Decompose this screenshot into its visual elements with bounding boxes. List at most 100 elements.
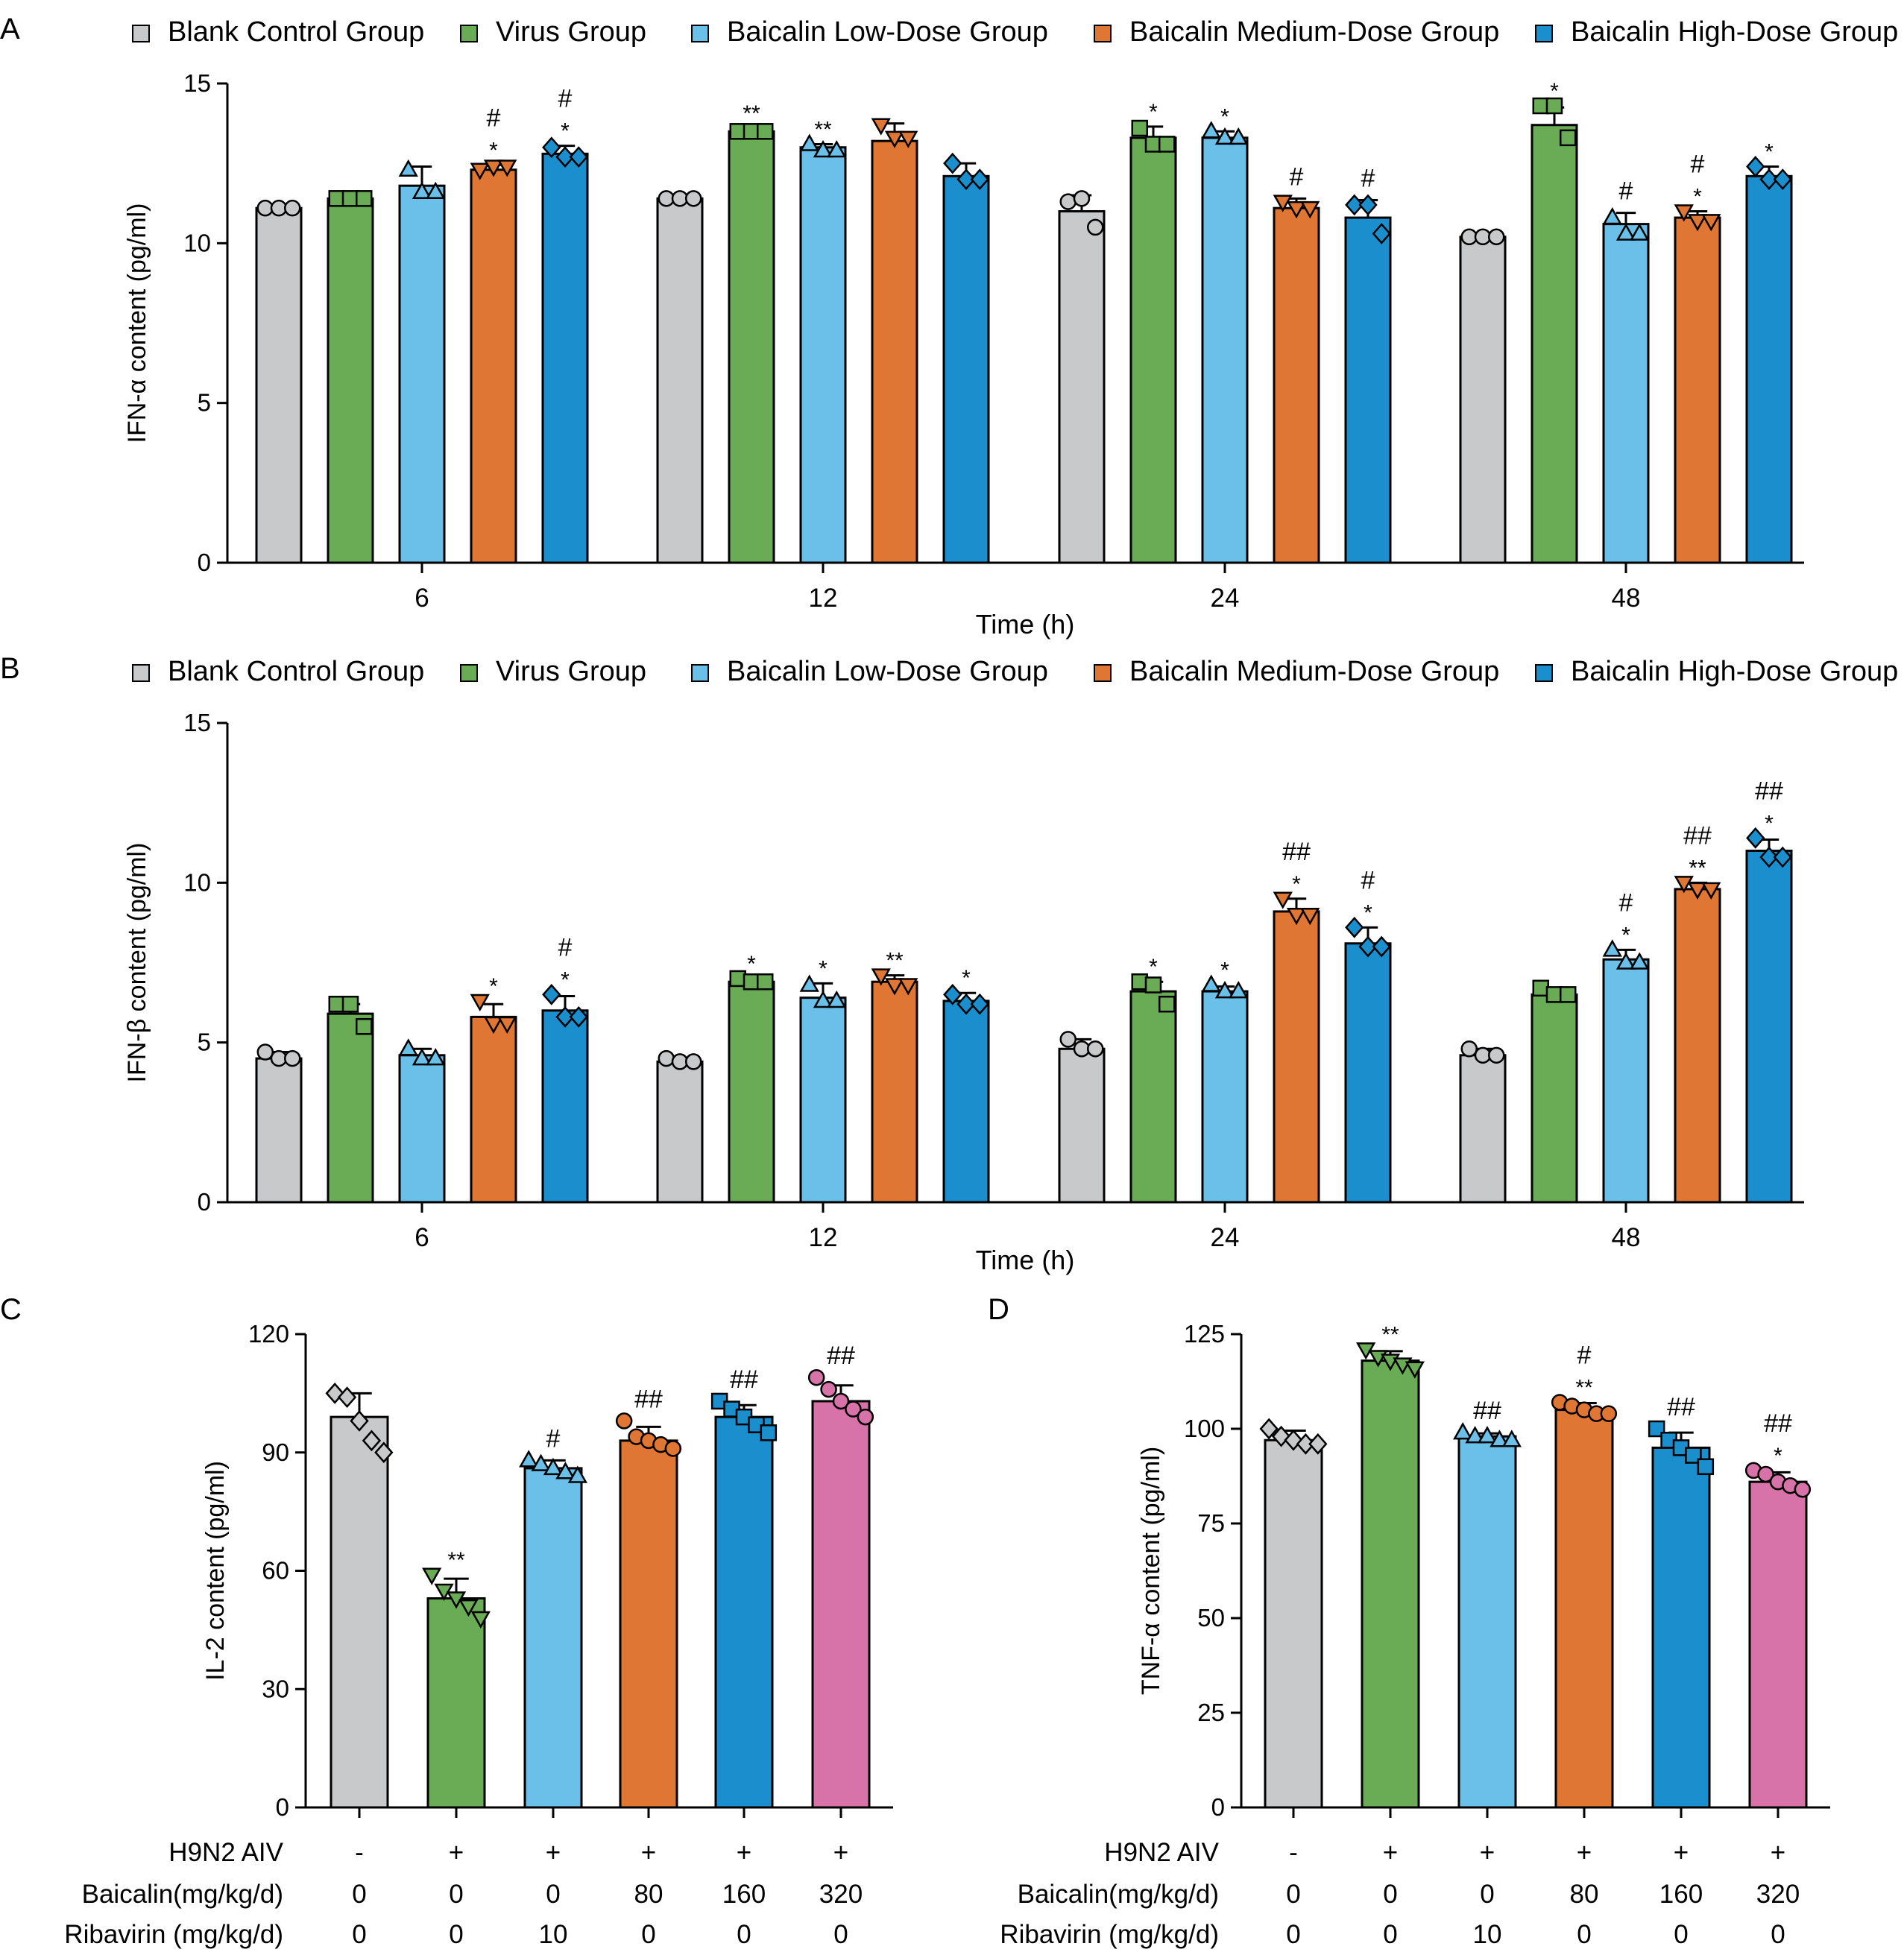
data-point-square bbox=[1559, 129, 1577, 147]
data-point-square bbox=[355, 190, 373, 207]
condition-value: + bbox=[546, 1838, 561, 1867]
data-point-square bbox=[355, 1017, 373, 1035]
condition-value: + bbox=[449, 1838, 464, 1867]
data-point-triangle bbox=[1490, 1430, 1510, 1447]
bar bbox=[1264, 1438, 1323, 1809]
data-point-triangle-down bbox=[1701, 214, 1721, 232]
data-point-triangle bbox=[1615, 223, 1636, 241]
significance-label: ## bbox=[634, 1385, 663, 1413]
data-point-diamond bbox=[1372, 223, 1391, 244]
bar bbox=[1602, 223, 1650, 564]
data-point-triangle bbox=[543, 1457, 564, 1476]
data-point-diamond bbox=[1358, 935, 1378, 958]
condition-value: 10 bbox=[539, 1920, 568, 1949]
significance-label: * bbox=[1364, 900, 1372, 925]
data-point-square bbox=[341, 995, 359, 1013]
bar bbox=[1129, 136, 1177, 564]
y-tick-label: 90 bbox=[262, 1438, 289, 1466]
significance-label: ** bbox=[1575, 1375, 1593, 1400]
condition-value: + bbox=[1674, 1838, 1689, 1867]
bar bbox=[1129, 990, 1177, 1204]
data-point-triangle-down bbox=[1687, 214, 1708, 232]
bar bbox=[1602, 958, 1650, 1204]
data-point-square bbox=[1697, 1458, 1715, 1476]
legend-swatch bbox=[132, 664, 150, 682]
bar bbox=[1745, 174, 1793, 564]
y-tick-label: 0 bbox=[276, 1793, 289, 1821]
bar bbox=[1201, 136, 1249, 564]
significance-label: * bbox=[1220, 104, 1229, 129]
data-point-triangle bbox=[799, 133, 819, 151]
significance-label: # bbox=[546, 1424, 561, 1453]
legend-swatch bbox=[691, 25, 709, 42]
y-tick-label: 0 bbox=[1211, 1793, 1225, 1821]
data-point-circle bbox=[820, 1380, 837, 1398]
data-point-triangle bbox=[1214, 981, 1235, 999]
data-point-diamond bbox=[542, 136, 561, 159]
data-point-circle bbox=[1600, 1405, 1618, 1422]
bar bbox=[728, 130, 775, 564]
data-point-triangle-down bbox=[483, 1016, 504, 1034]
data-point-diamond bbox=[956, 993, 976, 1015]
data-point-diamond bbox=[1746, 827, 1765, 849]
x-tick-label: 24 bbox=[1211, 584, 1240, 613]
legend-swatch bbox=[132, 25, 150, 42]
data-point-circle bbox=[1757, 1465, 1774, 1483]
data-point-diamond bbox=[1372, 935, 1391, 958]
data-point-triangle bbox=[398, 1038, 418, 1056]
legend-swatch bbox=[691, 664, 709, 682]
significance-label: * bbox=[1292, 872, 1301, 897]
y-tick-label: 5 bbox=[198, 1029, 211, 1056]
data-point-triangle bbox=[827, 139, 847, 158]
data-point-triangle bbox=[1465, 1426, 1485, 1444]
x-tick-label: 48 bbox=[1612, 1223, 1641, 1252]
data-point-triangle-down bbox=[1687, 882, 1708, 900]
data-point-triangle-down bbox=[470, 1611, 491, 1629]
bar bbox=[327, 1012, 374, 1204]
data-point-diamond bbox=[1358, 194, 1378, 216]
bar bbox=[1459, 1054, 1507, 1204]
condition-value: + bbox=[1480, 1838, 1495, 1867]
bar bbox=[1457, 1435, 1517, 1809]
bar bbox=[1344, 942, 1392, 1204]
condition-value: 0 bbox=[737, 1920, 751, 1949]
y-tick-label: 30 bbox=[262, 1675, 289, 1702]
data-point-circle bbox=[684, 190, 702, 207]
legend-label: Virus Group bbox=[496, 656, 646, 687]
data-point-triangle bbox=[1201, 974, 1221, 992]
bar bbox=[1745, 849, 1793, 1204]
x-tick-label: 24 bbox=[1211, 1223, 1240, 1252]
y-tick-label: 125 bbox=[1184, 1320, 1225, 1348]
panel-label-d: D bbox=[988, 1293, 1009, 1326]
significance-label: # bbox=[1619, 177, 1633, 206]
panel-label-a: A bbox=[0, 13, 20, 45]
data-point-triangle-down bbox=[1674, 876, 1694, 894]
legend-swatch bbox=[1094, 664, 1112, 682]
significance-label: # bbox=[1361, 866, 1375, 894]
data-point-circle bbox=[1460, 1040, 1478, 1058]
y-tick-label: 25 bbox=[1197, 1699, 1225, 1726]
significance-label: ## bbox=[1282, 838, 1311, 866]
data-point-diamond bbox=[350, 1410, 369, 1432]
bar bbox=[656, 1060, 704, 1204]
condition-value: 80 bbox=[634, 1880, 663, 1909]
bar bbox=[619, 1439, 678, 1809]
significance-label: * bbox=[1693, 184, 1702, 209]
data-point-triangle bbox=[1630, 223, 1650, 241]
significance-label: # bbox=[1619, 888, 1633, 917]
bar bbox=[942, 174, 990, 564]
significance-label: * bbox=[747, 952, 756, 976]
bar bbox=[327, 197, 374, 564]
data-point-square bbox=[1648, 1420, 1665, 1438]
bar bbox=[1531, 124, 1578, 564]
data-point-triangle-down bbox=[884, 130, 905, 148]
data-point-triangle-down bbox=[497, 160, 517, 177]
legend-label: Baicalin Medium-Dose Group bbox=[1129, 656, 1499, 687]
data-point-triangle-down bbox=[483, 160, 504, 177]
legend-label: Baicalin High-Dose Group bbox=[1571, 656, 1898, 687]
data-point-diamond bbox=[1345, 194, 1364, 216]
data-point-triangle bbox=[1630, 952, 1650, 970]
bar bbox=[330, 1415, 389, 1809]
